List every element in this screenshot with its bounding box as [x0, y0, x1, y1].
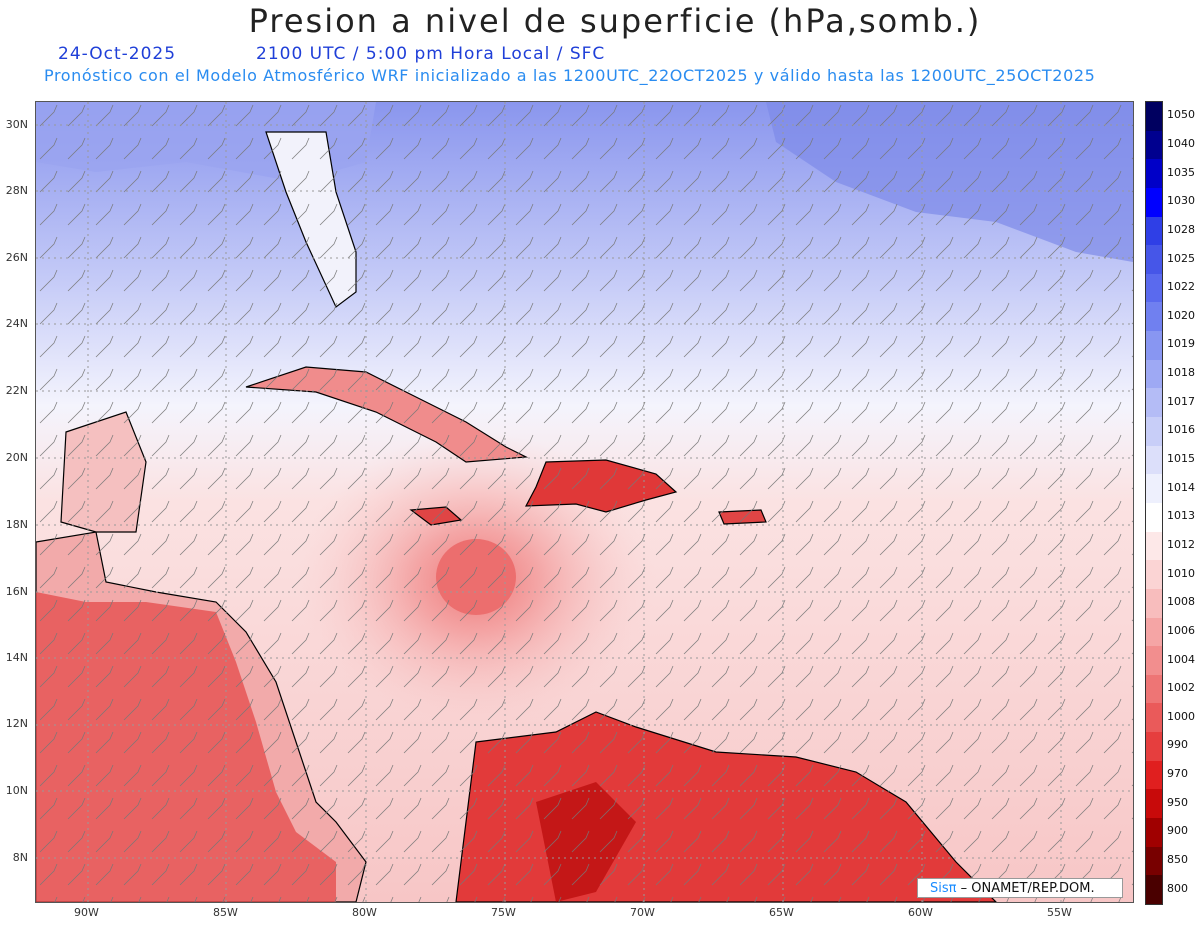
lon-label: 80W: [352, 906, 377, 919]
colorbar-segment: [1146, 875, 1162, 904]
colorbar-label: 1013: [1167, 509, 1195, 523]
colorbar-segment: [1146, 502, 1162, 532]
colorbar-label: 1000: [1167, 709, 1195, 723]
colorbar-label: 1010: [1167, 566, 1195, 580]
colorbar-segment: [1146, 760, 1162, 790]
colorbar-segment: [1146, 273, 1162, 303]
lat-label: 30N: [5, 118, 28, 131]
colorbar-label: 1025: [1167, 251, 1195, 265]
colorbar-segment: [1146, 445, 1162, 475]
colorbar-label: 1035: [1167, 165, 1195, 179]
colorbar-segment: [1146, 818, 1162, 847]
forecast-date: 24-Oct-2025: [58, 44, 177, 64]
map-title: Presion a nivel de superficie (hPa,somb.…: [248, 2, 982, 40]
lat-label: 26N: [5, 251, 28, 264]
lat-label: 24N: [5, 317, 28, 330]
colorbar-label: 1028: [1167, 222, 1195, 236]
colorbar-label: 1017: [1167, 394, 1195, 408]
colorbar-segment: [1146, 216, 1162, 246]
colorbar-label: 970: [1167, 767, 1188, 781]
colorbar-segment: [1146, 302, 1162, 332]
lat-label: 12N: [5, 717, 28, 730]
colorbar-label: 1022: [1167, 280, 1195, 294]
colorbar-label: 800: [1167, 881, 1188, 895]
lat-label: 8N: [12, 851, 28, 864]
model-info: Pronóstico con el Modelo Atmosférico WRF…: [44, 66, 1096, 85]
colorbar-segment: [1146, 331, 1162, 360]
colorbar-segment: [1146, 245, 1162, 274]
colorbar-segment: [1146, 617, 1162, 647]
colorbar-segment: [1146, 674, 1162, 704]
colorbar-label: 1020: [1167, 308, 1195, 322]
colorbar-segment: [1146, 159, 1162, 188]
colorbar-label: 1019: [1167, 337, 1195, 351]
pressure-colorbar: [1145, 101, 1163, 905]
colorbar-label: 1015: [1167, 452, 1195, 466]
colorbar-segment: [1146, 102, 1162, 131]
colorbar-segment: [1146, 417, 1162, 446]
colorbar-segment: [1146, 359, 1162, 389]
colorbar-segment: [1146, 130, 1162, 160]
colorbar-segment: [1146, 560, 1162, 589]
colorbar-label: 990: [1167, 738, 1188, 752]
colorbar-segment: [1146, 187, 1162, 217]
credit-box: Sisπ – ONAMET/REP.DOM.: [917, 878, 1123, 898]
lat-label: 22N: [5, 384, 28, 397]
lon-label: 75W: [491, 906, 516, 919]
lat-label: 20N: [5, 451, 28, 464]
lon-label: 90W: [74, 906, 99, 919]
colorbar-label: 1012: [1167, 537, 1195, 551]
colorbar-segment: [1146, 588, 1162, 618]
colorbar-label: 1016: [1167, 423, 1195, 437]
colorbar-label: 1002: [1167, 681, 1195, 695]
colorbar-label: 1008: [1167, 595, 1195, 609]
colorbar-segment: [1146, 703, 1162, 733]
colorbar-label: 1018: [1167, 366, 1195, 380]
colorbar-segment: [1146, 789, 1162, 819]
colorbar-segment: [1146, 388, 1162, 418]
colorbar-label: 850: [1167, 853, 1188, 867]
colorbar-label: 1006: [1167, 623, 1195, 637]
forecast-time: 2100 UTC / 5:00 pm Hora Local / SFC: [256, 44, 606, 64]
lat-label: 18N: [5, 518, 28, 531]
lat-label: 16N: [5, 585, 28, 598]
lon-label: 70W: [630, 906, 655, 919]
pressure-map: [35, 101, 1134, 903]
colorbar-label: 1014: [1167, 480, 1195, 494]
lon-label: 65W: [769, 906, 794, 919]
colorbar-segment: [1146, 474, 1162, 503]
colorbar-label: 1004: [1167, 652, 1195, 666]
lat-label: 28N: [5, 184, 28, 197]
colorbar-segment: [1146, 732, 1162, 761]
colorbar-segment: [1146, 846, 1162, 876]
colorbar-label: 900: [1167, 824, 1188, 838]
colorbar-segment: [1146, 646, 1162, 675]
colorbar-label: 1050: [1167, 108, 1195, 122]
lat-label: 14N: [5, 651, 28, 664]
colorbar-label: 950: [1167, 795, 1188, 809]
credit-text: – ONAMET/REP.DOM.: [960, 881, 1095, 896]
colorbar-segment: [1146, 531, 1162, 561]
sis-logo: Sisπ: [930, 881, 957, 896]
lon-label: 55W: [1047, 906, 1072, 919]
lon-label: 60W: [908, 906, 933, 919]
lat-label: 10N: [5, 784, 28, 797]
colorbar-label: 1030: [1167, 194, 1195, 208]
colorbar-label: 1040: [1167, 136, 1195, 150]
lon-label: 85W: [213, 906, 238, 919]
pressure-map-canvas: [36, 102, 1133, 902]
